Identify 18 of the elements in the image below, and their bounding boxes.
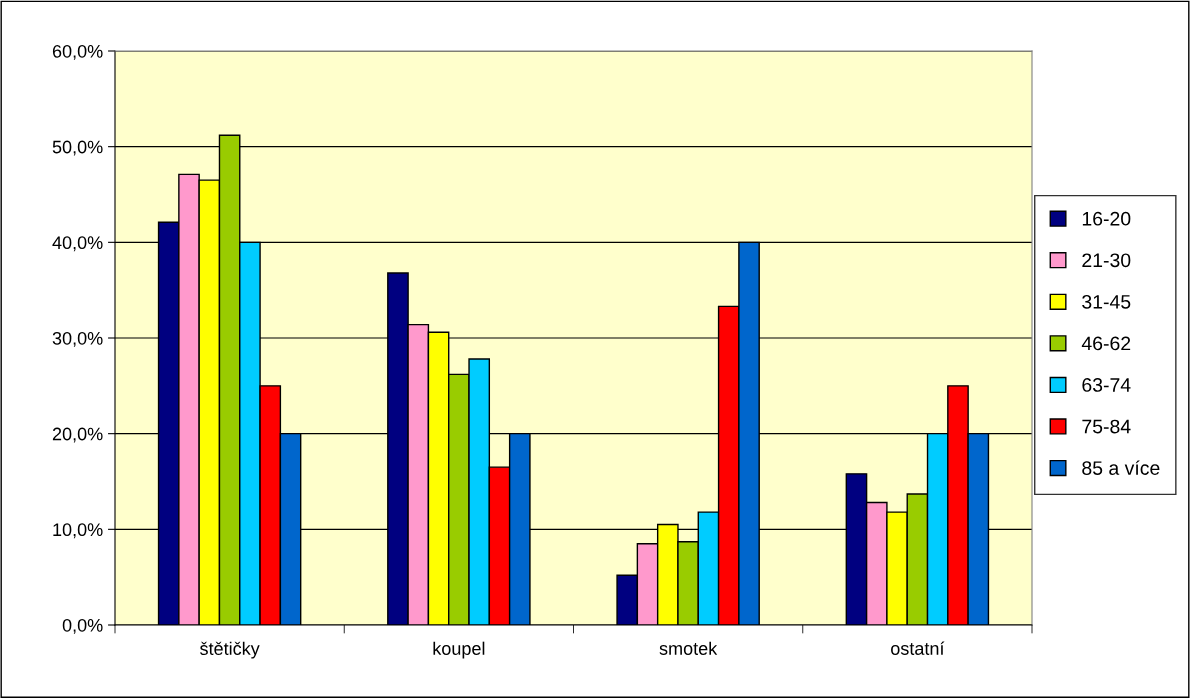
legend-label: 21-30: [1082, 253, 1131, 268]
legend-label: 31-45: [1082, 294, 1131, 309]
x-tick-label: smotek: [659, 641, 718, 655]
legend-label: 16-20: [1082, 211, 1131, 226]
y-tick-label: 10,0%: [53, 523, 103, 539]
legend-label: 46-62: [1081, 336, 1131, 351]
x-tick-label: ostatní: [891, 641, 945, 655]
y-tick-label: 50,0%: [52, 140, 103, 156]
x-tick-label: štětičky: [200, 641, 260, 659]
y-tick-label: 20,0%: [52, 427, 103, 443]
y-tick-label: 0,0%: [62, 618, 103, 634]
legend-label: 85 a více: [1082, 460, 1160, 475]
x-tick-label: koupel: [433, 641, 485, 659]
legend-label: 63-74: [1082, 378, 1131, 392]
y-tick-label: 60,0%: [52, 44, 103, 60]
legend-label: 75-84: [1082, 419, 1131, 434]
y-tick-label: 30,0%: [52, 331, 103, 347]
y-tick-label: 40,0%: [52, 236, 103, 252]
